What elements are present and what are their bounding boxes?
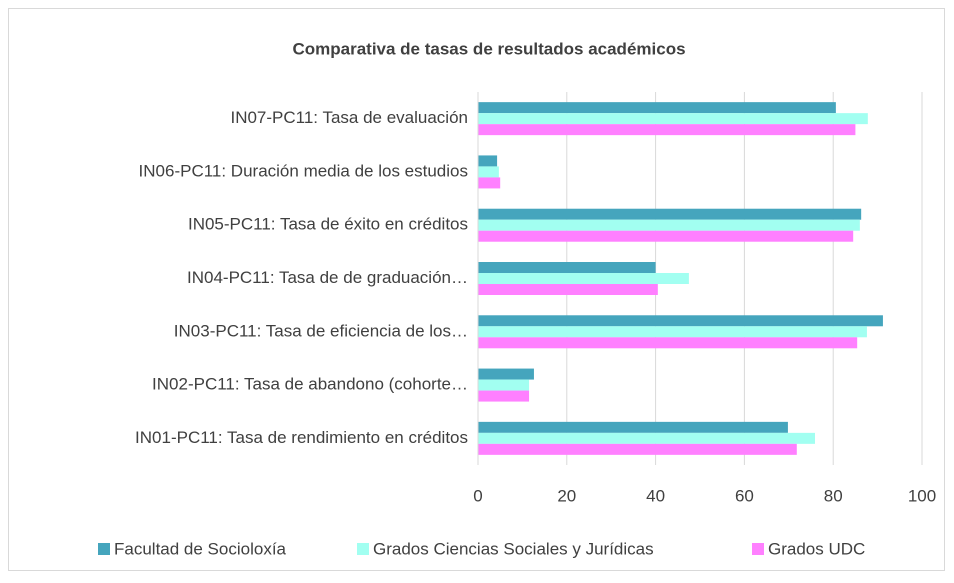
legend-swatch: [357, 543, 369, 555]
bar: [478, 262, 656, 273]
bar: [478, 284, 658, 295]
y-tick-label: IN06-PC11: Duración media de los estudio…: [139, 161, 468, 180]
bar: [478, 273, 689, 284]
x-tick-label: 20: [557, 486, 576, 505]
bar: [478, 379, 530, 391]
bar: [478, 390, 530, 402]
bar: [478, 432, 815, 444]
x-tick-label: 40: [646, 486, 665, 505]
bar: [478, 315, 883, 327]
y-tick-label: IN01-PC11: Tasa de rendimiento en crédit…: [135, 428, 468, 447]
legend-swatch: [98, 543, 110, 555]
legend-label: Grados Ciencias Sociales y Jurídicas: [373, 539, 654, 558]
y-tick-label: IN04-PC11: Tasa de de graduación…: [187, 268, 468, 287]
y-tick-label: IN07-PC11: Tasa de evaluación: [230, 108, 468, 127]
bar: [478, 102, 836, 114]
x-tick-label: 80: [824, 486, 843, 505]
bar: [478, 166, 499, 178]
x-tick-label: 0: [473, 486, 482, 505]
bar: [478, 368, 534, 380]
chart-title: Comparativa de tasas de resultados acadé…: [292, 39, 685, 58]
bar: [478, 208, 862, 220]
bar: [478, 113, 868, 125]
legend-label: Grados UDC: [768, 539, 865, 558]
legend-swatch: [752, 543, 764, 555]
bar: [478, 155, 498, 167]
bar: [478, 177, 501, 189]
bar: [478, 219, 860, 231]
y-tick-label: IN03-PC11: Tasa de eficiencia de los…: [174, 321, 468, 340]
bar: [478, 421, 788, 433]
bar: [478, 443, 797, 455]
bar: [478, 124, 856, 136]
bar: [478, 326, 867, 338]
y-tick-label: IN02-PC11: Tasa de abandono (cohorte…: [152, 375, 468, 394]
legend-label: Facultad de Socioloxía: [114, 539, 287, 558]
x-tick-label: 60: [735, 486, 754, 505]
bar: [478, 337, 858, 349]
x-tick-label: 100: [908, 486, 936, 505]
y-tick-label: IN05-PC11: Tasa de éxito en créditos: [188, 215, 468, 234]
bar: [478, 230, 854, 242]
